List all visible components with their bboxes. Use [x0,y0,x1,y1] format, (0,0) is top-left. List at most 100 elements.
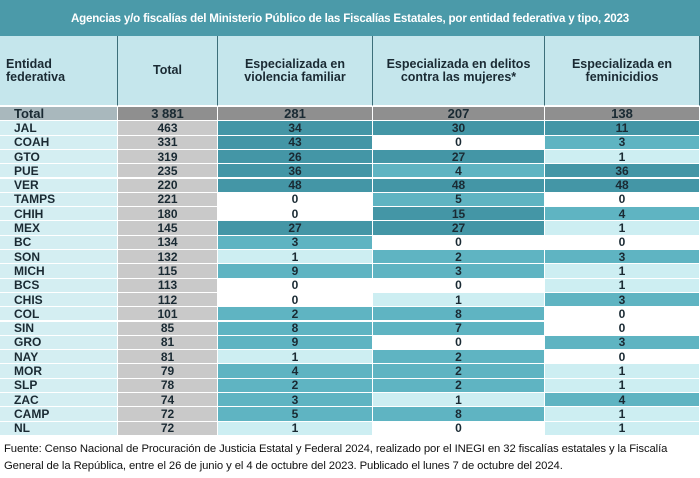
column-header: Total [118,36,218,106]
table-cell: 2 [373,350,545,365]
row-label: GRO [0,335,118,351]
column-header: Especializada en violencia familiar [218,36,373,106]
table-cell: 0 [218,293,373,308]
table-cell: 2 [373,250,545,265]
table-cell: 1 [545,407,700,422]
table-cell: 1 [373,293,545,308]
table-cell: 0 [545,307,700,322]
table-cell: 3 [545,335,700,351]
table-cell: 463 [118,121,218,136]
table-cell: 27 [373,150,545,165]
row-label: MOR [0,364,118,379]
table-cell: 3 [373,264,545,279]
table-cell: 2 [218,378,373,393]
row-label: CAMP [0,407,118,422]
table-cell: 11 [545,121,700,136]
table-cell: 235 [118,164,218,179]
table-cell: 36 [545,164,700,179]
table-cell: 81 [118,350,218,365]
table-cell: 0 [545,350,700,365]
table-cell: 0 [545,235,700,250]
table-cell: 115 [118,264,218,279]
table-cell: 85 [118,321,218,336]
table-cell: 15 [373,207,545,222]
row-label: COAH [0,135,118,150]
table-cell: 30 [373,121,545,136]
table-cell: 48 [218,178,373,193]
table-cell: 221 [118,192,218,208]
table-cell: 132 [118,250,218,265]
table-cell: 331 [118,135,218,150]
row-label: COL [0,307,118,322]
table-cell: 2 [373,364,545,379]
column-header: Especializada en delitos contra las muje… [373,36,545,106]
row-label: Total [0,106,118,122]
table-cell: 79 [118,364,218,379]
table-cell: 112 [118,293,218,308]
table-cell: 27 [218,221,373,236]
table-cell: 0 [218,192,373,208]
row-label: JAL [0,121,118,136]
table-cell: 1 [545,364,700,379]
table-cell: 113 [118,278,218,293]
table-cell: 1 [218,421,373,436]
table-cell: 1 [373,393,545,408]
table-cell: 0 [373,235,545,250]
table-cell: 4 [545,393,700,408]
row-label: PUE [0,164,118,179]
table-cell: 9 [218,335,373,351]
row-label: CHIS [0,293,118,308]
table-cell: 78 [118,378,218,393]
table-cell: 8 [373,307,545,322]
table-cell: 3 [545,250,700,265]
table-cell: 134 [118,235,218,250]
table-cell: 8 [218,321,373,336]
table-cell: 319 [118,150,218,165]
row-label: NL [0,421,118,436]
table-cell: 2 [373,378,545,393]
table-cell: 4 [545,207,700,222]
table-cell: 0 [373,421,545,436]
table-cell: 43 [218,135,373,150]
row-label: BC [0,235,118,250]
table-cell: 72 [118,421,218,436]
table-cell: 0 [218,207,373,222]
table-cell: 145 [118,221,218,236]
table-cell: 1 [218,250,373,265]
row-label: SIN [0,321,118,336]
row-label: MEX [0,221,118,236]
row-label: CHIH [0,207,118,222]
table-cell: 26 [218,150,373,165]
table-cell: 1 [545,150,700,165]
table-cell: 48 [373,178,545,193]
table-cell: 0 [373,335,545,351]
table-cell: 0 [373,278,545,293]
table-cell: 0 [218,278,373,293]
table-cell: 0 [545,192,700,208]
table-cell: 3 [218,235,373,250]
table-cell: 101 [118,307,218,322]
table-cell: 27 [373,221,545,236]
row-label: VER [0,178,118,193]
row-label: BCS [0,278,118,293]
table-cell: 4 [218,364,373,379]
table-cell: 138 [545,106,700,122]
column-header: Entidad federativa [0,36,118,106]
table-cell: 9 [218,264,373,279]
table-cell: 1 [545,221,700,236]
table-cell: 1 [218,350,373,365]
column-header: Especializada en feminicidios [545,36,700,106]
table-cell: 8 [373,407,545,422]
table-cell: 1 [545,278,700,293]
table-cell: 4 [373,164,545,179]
table-cell: 3 [545,135,700,150]
table-cell: 207 [373,106,545,122]
table-cell: 7 [373,321,545,336]
table: Entidad federativa Total Especializada en … [0,36,700,436]
table-cell: 36 [218,164,373,179]
table-cell: 48 [545,178,700,193]
table-cell: 3 [545,293,700,308]
table-cell: 74 [118,393,218,408]
table-cell: 34 [218,121,373,136]
